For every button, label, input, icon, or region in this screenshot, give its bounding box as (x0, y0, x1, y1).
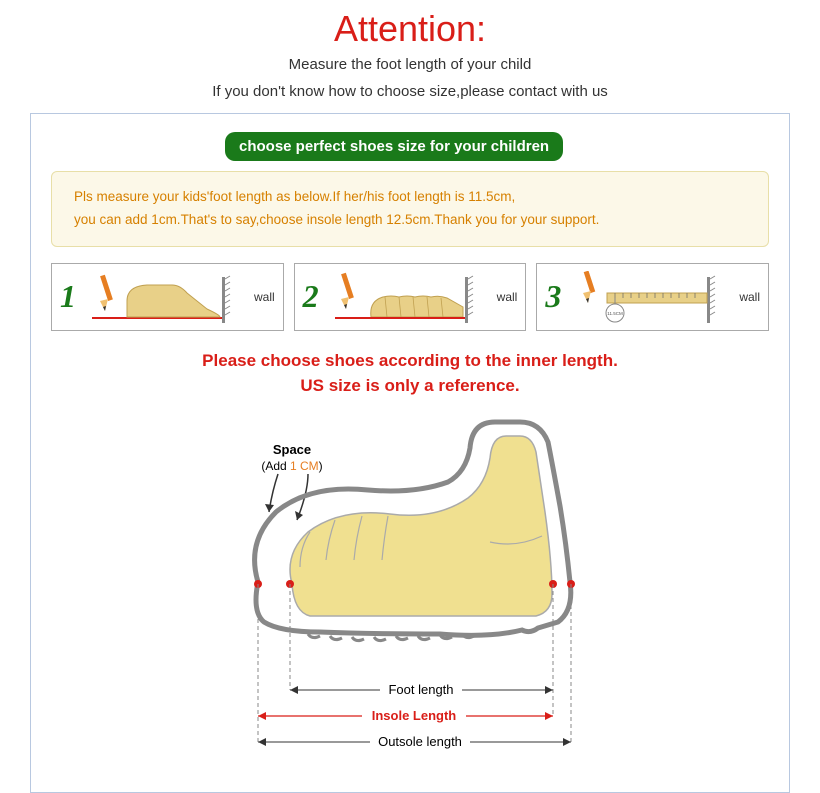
step-1-wall: wall (254, 290, 275, 304)
step-3: 3 11.5CM wall (536, 263, 769, 331)
header: Attention: Measure the foot length of yo… (0, 0, 820, 113)
svg-text:Foot length: Foot length (388, 682, 453, 697)
attention-title: Attention: (0, 8, 820, 50)
step-2-num: 2 (303, 278, 319, 315)
badge: choose perfect shoes size for your child… (225, 132, 563, 161)
red-notice: Please choose shoes according to the inn… (45, 349, 775, 398)
shoe-svg: Space (Add 1 CM) (190, 412, 630, 762)
instruction-line2: you can add 1cm.That's to say,choose ins… (74, 209, 746, 232)
red-notice-line2: US size is only a reference. (45, 374, 775, 399)
svg-text:11.5CM: 11.5CM (608, 311, 624, 316)
svg-text:Outsole length: Outsole length (378, 734, 462, 749)
svg-text:(Add 1 CM): (Add 1 CM) (261, 459, 322, 473)
step-3-wall: wall (739, 290, 760, 304)
steps-row: 1 wall 2 (51, 263, 769, 331)
svg-text:Insole Length: Insole Length (372, 708, 457, 723)
subtitle-line2: If you don't know how to choose size,ple… (0, 81, 820, 104)
step-2-graphic (323, 272, 497, 322)
step-1-graphic (80, 272, 254, 322)
step-3-graphic: 11.5CM (565, 272, 739, 322)
svg-text:Space: Space (273, 442, 311, 457)
red-notice-line1: Please choose shoes according to the inn… (45, 349, 775, 374)
instruction-line1: Pls measure your kids'foot length as bel… (74, 186, 746, 209)
shoe-diagram: Space (Add 1 CM) (45, 412, 775, 762)
main-container: choose perfect shoes size for your child… (30, 113, 790, 793)
step-3-num: 3 (545, 278, 561, 315)
subtitle-line1: Measure the foot length of your child (0, 54, 820, 77)
step-2: 2 wall (294, 263, 527, 331)
step-1-num: 1 (60, 278, 76, 315)
step-2-wall: wall (497, 290, 518, 304)
instruction-box: Pls measure your kids'foot length as bel… (51, 171, 769, 247)
step-1: 1 wall (51, 263, 284, 331)
